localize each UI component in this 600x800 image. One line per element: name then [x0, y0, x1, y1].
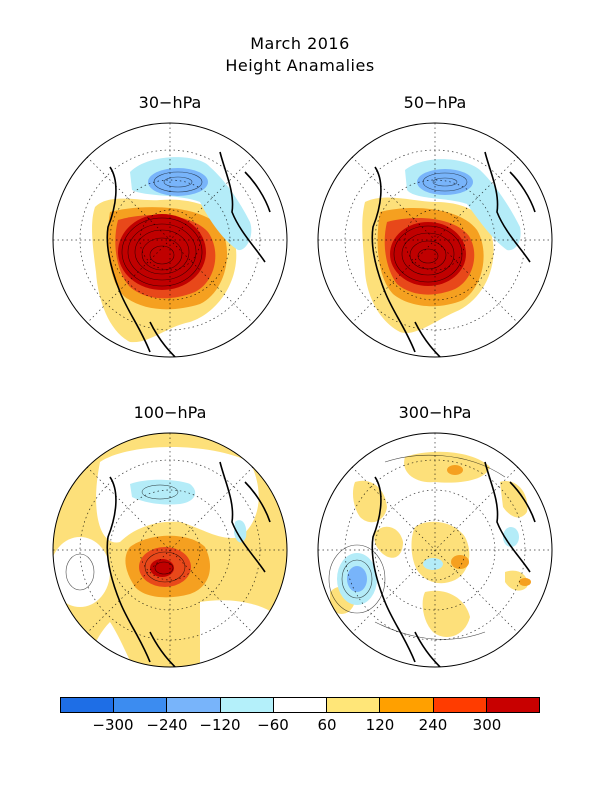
colorbar-cell	[327, 698, 381, 712]
colorbar	[60, 697, 540, 713]
colorbar-tick: −300	[92, 716, 134, 734]
colorbar-cell	[114, 698, 168, 712]
colorbar-cell	[273, 698, 328, 712]
colorbar-tick: 240	[418, 716, 448, 734]
colorbar-cell	[486, 698, 539, 712]
colorbar-cell	[433, 698, 487, 712]
colorbar-tick: −240	[146, 716, 188, 734]
colorbar-cell	[167, 698, 221, 712]
colorbar-tick: −60	[257, 716, 289, 734]
map-title: March 2016	[250, 34, 350, 53]
map-panel-300hpa	[317, 432, 553, 668]
map-panel-100hpa	[52, 432, 288, 668]
colorbar-tick: −120	[199, 716, 241, 734]
map-panel-30hpa	[52, 122, 288, 358]
panel-label-30hpa: 30−hPa	[138, 93, 202, 112]
panel-label-50hpa: 50−hPa	[403, 93, 467, 112]
panel-label-300hpa: 300−hPa	[398, 403, 472, 422]
colorbar-tick: 60	[317, 716, 337, 734]
colorbar-cell	[220, 698, 274, 712]
colorbar-cell	[380, 698, 434, 712]
map-subtitle: Height Anamalies	[225, 56, 375, 75]
panel-label-100hpa: 100−hPa	[133, 403, 207, 422]
map-panel-50hpa	[317, 122, 553, 358]
colorbar-tick: 120	[365, 716, 395, 734]
colorbar-tick: 300	[472, 716, 502, 734]
colorbar-cell	[61, 698, 115, 712]
